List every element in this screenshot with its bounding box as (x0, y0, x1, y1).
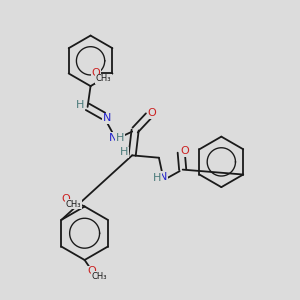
Text: CH₃: CH₃ (96, 74, 111, 83)
Text: H: H (116, 133, 124, 143)
Text: O: O (88, 266, 96, 276)
Text: CH₃: CH₃ (66, 200, 81, 209)
Text: O: O (147, 108, 156, 118)
Text: N: N (109, 133, 117, 142)
Text: N: N (159, 172, 168, 182)
Text: O: O (180, 146, 189, 156)
Text: H: H (120, 147, 128, 158)
Text: H: H (76, 100, 84, 110)
Text: CH₃: CH₃ (91, 272, 106, 280)
Text: H: H (153, 172, 161, 183)
Text: O: O (62, 194, 70, 204)
Text: N: N (103, 113, 111, 123)
Text: O: O (92, 68, 100, 79)
